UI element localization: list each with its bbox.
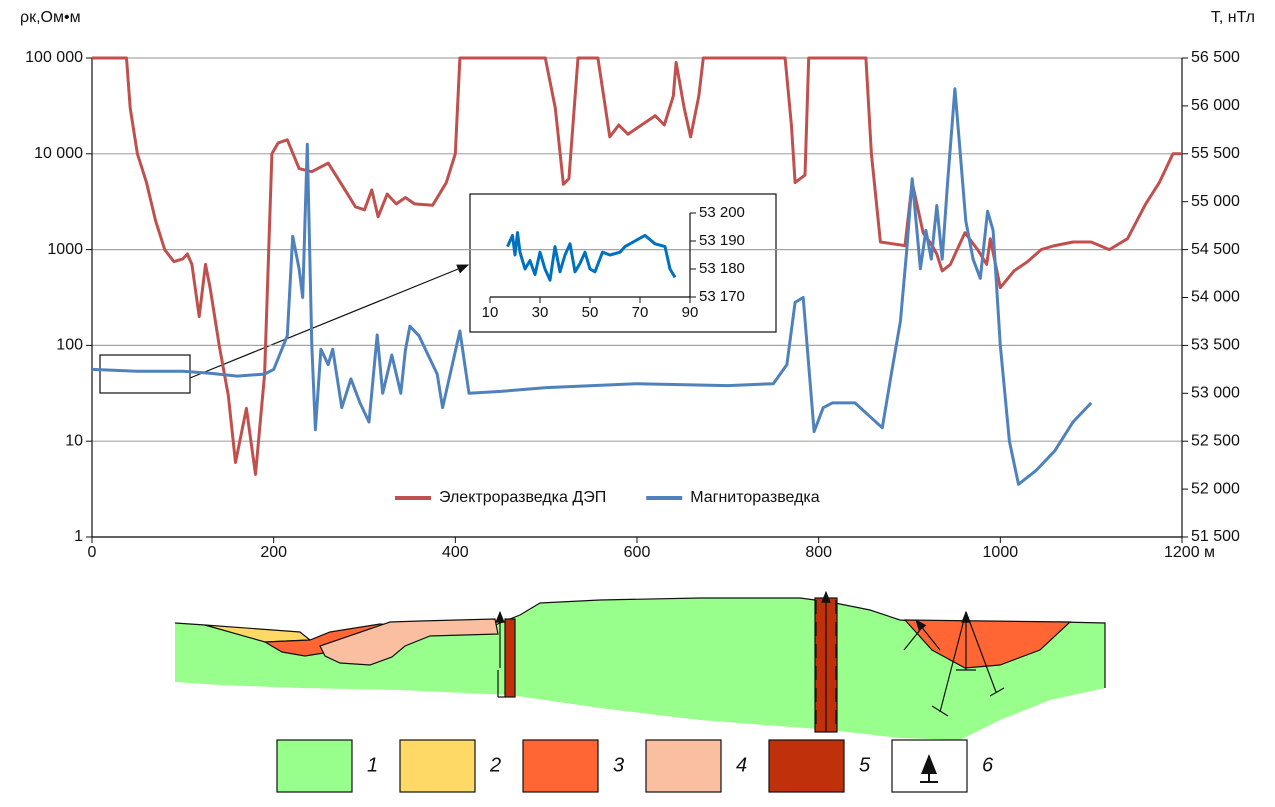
y2-axis-label: T, нТл xyxy=(1211,9,1255,26)
y-tick-label: 1000 xyxy=(47,241,83,258)
well-4 xyxy=(915,619,941,651)
x-tick-label: 0 xyxy=(88,544,97,561)
x-tick-label: 400 xyxy=(442,544,469,561)
series-line xyxy=(91,87,1093,486)
series-line xyxy=(92,56,1182,476)
legend-box xyxy=(522,739,599,793)
x-tick-label: 50 xyxy=(582,304,599,321)
zoom-box xyxy=(99,354,191,394)
series-line xyxy=(506,231,677,282)
well-3-branch xyxy=(939,611,967,713)
legend-number: 6 xyxy=(982,754,994,776)
legend-number: 2 xyxy=(489,754,501,776)
zoom-arrow xyxy=(189,264,470,379)
cross-section xyxy=(174,590,1106,740)
legend-box xyxy=(399,739,476,793)
well-3-branch xyxy=(965,611,997,693)
y2-tick-label: 51 500 xyxy=(1191,528,1240,545)
y-tick-label: 100 000 xyxy=(25,49,83,66)
x-tick-label: 1200 м xyxy=(1164,544,1215,561)
legend-box xyxy=(645,739,722,793)
x-tick-label: 30 xyxy=(532,304,549,321)
x-tick-label: 200 xyxy=(260,544,287,561)
y-tick-label: 10 xyxy=(65,432,83,449)
legend-label: Магниторазведка xyxy=(690,489,820,506)
y2-tick-label: 53 000 xyxy=(1191,385,1240,402)
y2-tick-label: 55 000 xyxy=(1191,193,1240,210)
y-tick-label: 53 190 xyxy=(699,232,745,249)
y2-tick-label: 52 500 xyxy=(1191,432,1240,449)
x-tick-label: 90 xyxy=(682,304,699,321)
y2-tick-label: 54 000 xyxy=(1191,289,1240,306)
y-tick-label: 53 180 xyxy=(699,260,745,277)
layer-4 xyxy=(319,618,499,666)
y-axis-label: ρк,Ом•м xyxy=(20,9,81,26)
y-tick-label: 100 xyxy=(56,337,83,354)
x-tick-label: 10 xyxy=(482,304,499,321)
well-cap xyxy=(931,705,949,717)
y2-tick-label: 56 000 xyxy=(1191,97,1240,114)
y2-tick-label: 52 000 xyxy=(1191,480,1240,497)
legend-number: 1 xyxy=(367,754,378,776)
y-tick-label: 1 xyxy=(74,528,83,545)
y2-tick-label: 53 500 xyxy=(1191,337,1240,354)
inset-frame xyxy=(469,193,777,333)
well-cap xyxy=(989,687,1005,697)
legend-label: Электроразведка ДЭП xyxy=(439,489,606,506)
well-4-cap xyxy=(903,629,921,651)
y2-tick-label: 56 500 xyxy=(1191,49,1240,66)
legend-box xyxy=(768,739,845,793)
section-legend: 1 2 3 4 5 6 xyxy=(276,739,994,793)
y2-tick-label: 55 500 xyxy=(1191,145,1240,162)
y-tick-label: 53 200 xyxy=(699,204,745,221)
x-tick-label: 600 xyxy=(624,544,651,561)
legend-number: 3 xyxy=(613,754,624,776)
legend-number: 5 xyxy=(859,754,871,776)
y-tick-label: 10 000 xyxy=(34,145,83,162)
x-tick-label: 800 xyxy=(805,544,832,561)
legend-box xyxy=(276,739,353,793)
dike-1 xyxy=(504,618,516,698)
x-tick-label: 1000 xyxy=(983,544,1019,561)
x-tick-label: 70 xyxy=(632,304,649,321)
y-tick-label: 53 170 xyxy=(699,288,745,305)
y2-tick-label: 54 500 xyxy=(1191,241,1240,258)
lens xyxy=(903,619,1072,669)
legend-number: 4 xyxy=(736,754,747,776)
